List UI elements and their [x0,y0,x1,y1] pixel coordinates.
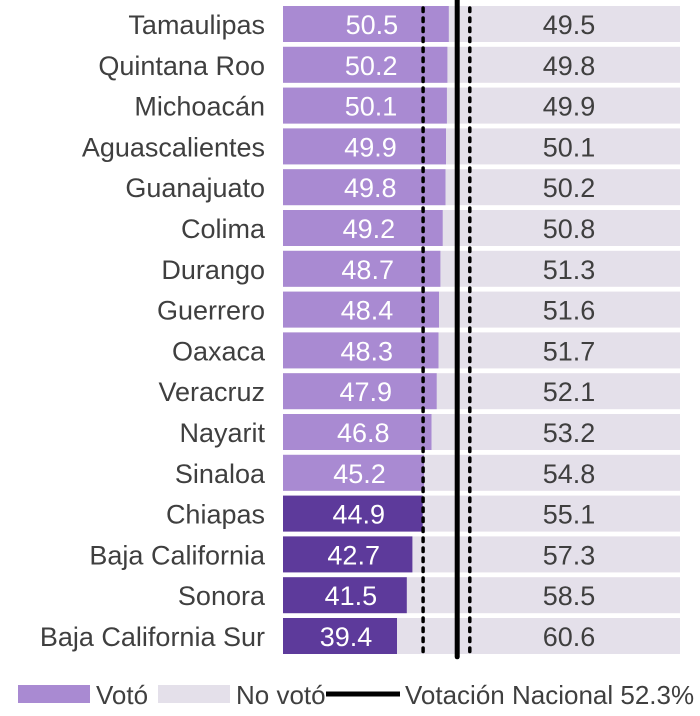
value-label-voto: 47.9 [340,377,393,407]
value-label-voto: 50.1 [345,92,398,122]
value-label-no-voto: 51.6 [543,296,596,326]
reference-lines [421,0,472,660]
legend-label-reference: Votación Nacional 52.3% [405,680,694,710]
value-label-voto: 50.5 [346,10,399,40]
value-label-voto: 50.2 [345,51,398,81]
bar-voto [283,577,407,614]
bar-voto [283,414,432,450]
bar-voto [283,128,446,165]
value-label-no-voto: 49.8 [543,51,596,81]
category-label: Baja California Sur [40,622,265,652]
category-label: Sonora [178,581,266,611]
value-label-voto: 49.2 [343,214,396,244]
value-label-no-voto: 50.8 [543,214,596,244]
value-label-voto: 48.4 [341,296,394,326]
bar-voto [283,6,449,42]
value-label-no-voto: 51.3 [543,255,596,285]
bars [283,6,680,654]
value-label-no-voto: 57.3 [543,540,596,570]
bar-voto [283,169,446,206]
value-label-no-voto: 53.2 [543,418,596,448]
value-label-voto: 49.9 [344,132,397,162]
value-label-voto: 41.5 [325,581,378,611]
value-label-voto: 49.8 [344,173,397,203]
category-label: Guanajuato [125,173,265,203]
category-label: Tamaulipas [128,10,265,40]
category-label: Durango [161,255,265,285]
value-label-no-voto: 51.7 [543,336,596,366]
value-label-no-voto: 54.8 [543,459,596,489]
legend-label-no-voto: No votó [236,680,326,710]
bar-voto [283,291,439,328]
value-label-no-voto: 49.5 [543,10,596,40]
bar-voto [283,495,423,532]
legend-swatch-voto [18,685,90,703]
bar-voto [283,618,397,654]
value-label-no-voto: 55.1 [543,500,596,530]
category-label: Michoacán [134,92,265,122]
legend-swatch-no-voto [158,685,230,703]
category-label: Oaxaca [172,336,266,366]
legend: Votó No votó Votación Nacional 52.3% [18,680,694,710]
category-label: Aguascalientes [82,132,265,162]
category-label: Veracruz [158,377,265,407]
category-label: Sinaloa [175,459,266,489]
value-label-voto: 39.4 [320,622,373,652]
value-label-no-voto: 60.6 [543,622,596,652]
value-label-voto: 46.8 [337,418,390,448]
bar-voto [283,536,413,573]
bar-voto [283,332,439,369]
value-labels: 50.5 49.5 50.2 49.8 50.1 49.9 49.9 50.1 49.8 50.2… [320,10,596,652]
category-label: Nayarit [179,418,265,448]
bar-voto [283,454,425,491]
bar-voto [283,87,447,124]
value-label-voto: 44.9 [333,500,386,530]
value-label-no-voto: 50.1 [543,132,596,162]
legend-label-voto: Votó [96,680,148,710]
category-label: Chiapas [166,500,265,530]
bar-voto [283,210,443,246]
category-label: Guerrero [157,296,265,326]
category-label: Quintana Roo [98,51,265,81]
bar-voto [283,46,448,83]
category-label: Baja California [89,540,266,570]
value-label-voto: 48.3 [341,336,394,366]
bar-voto [283,373,437,410]
value-label-voto: 42.7 [327,540,380,570]
value-label-voto: 45.2 [333,459,386,489]
value-label-no-voto: 49.9 [543,92,596,122]
category-label: Colima [181,214,266,244]
bar-voto [283,250,441,287]
value-label-voto: 48.7 [341,255,394,285]
value-label-no-voto: 50.2 [543,173,596,203]
value-label-no-voto: 58.5 [543,581,596,611]
value-label-no-voto: 52.1 [543,377,596,407]
category-labels: Tamaulipas Quintana Roo Michoacán Aguascali… [40,10,266,652]
